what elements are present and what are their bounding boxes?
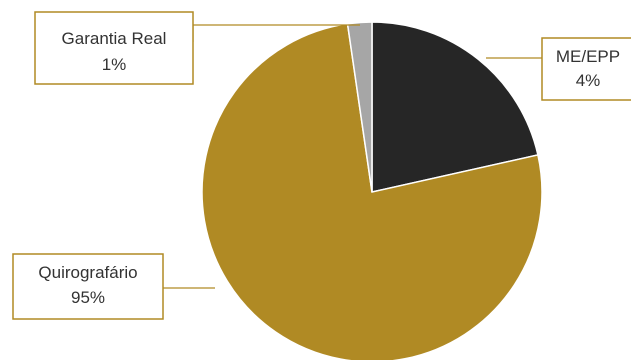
slice-label-name: ME/EPP xyxy=(556,47,620,66)
slice-label-me-epp: ME/EPP 4% xyxy=(542,38,631,100)
slice-label-quirografario: Quirografário 95% xyxy=(13,254,163,319)
slice-label-value: 1% xyxy=(102,55,127,74)
slice-label-name: Quirografário xyxy=(38,263,137,282)
slice-label-value: 95% xyxy=(71,288,105,307)
slice-label-garantia-real: Garantia Real 1% xyxy=(35,12,193,84)
slice-label-value: 4% xyxy=(576,71,601,90)
slice-label-name: Garantia Real xyxy=(62,29,167,48)
pie-slices xyxy=(202,22,542,360)
